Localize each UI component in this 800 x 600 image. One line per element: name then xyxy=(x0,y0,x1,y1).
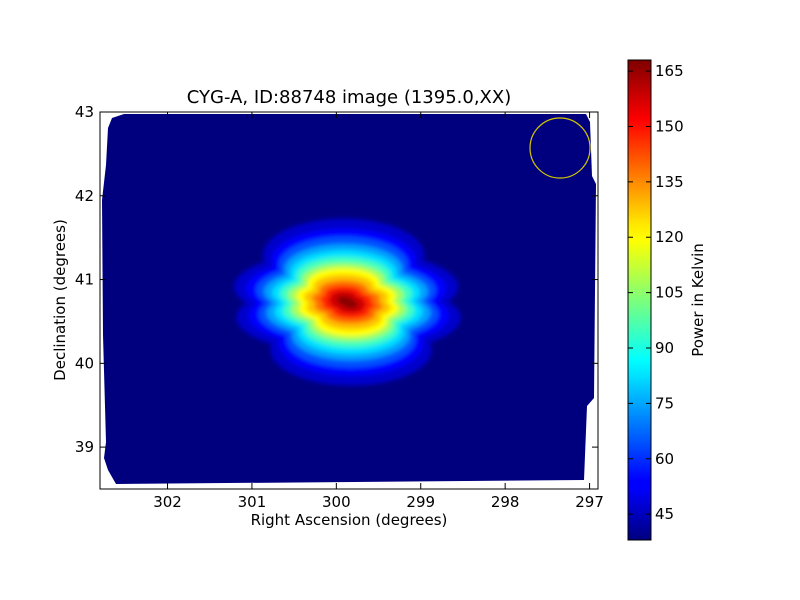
y-tick-label: 41 xyxy=(75,271,94,289)
x-axis-label: Right Ascension (degrees) xyxy=(251,511,448,529)
plot-frame xyxy=(99,111,599,490)
x-tick-label: 301 xyxy=(238,493,267,511)
colorbar-ticks: 45 60 75 90 105 120 135 150 165 xyxy=(628,62,684,523)
source-emission xyxy=(234,218,461,386)
colorbar-tick-label: 60 xyxy=(655,450,674,468)
beam-marker-circle xyxy=(529,117,591,179)
colorbar-label: Power in Kelvin xyxy=(689,243,707,357)
x-tick-label: 299 xyxy=(406,493,435,511)
y-tick-label: 39 xyxy=(75,438,94,456)
colorbar-tick-label: 150 xyxy=(655,117,684,135)
x-tick-label: 300 xyxy=(322,493,351,511)
colorbar-tick-label: 135 xyxy=(655,173,684,191)
colorbar-tick-label: 105 xyxy=(655,284,684,302)
chart-title: CYG-A, ID:88748 image (1395.0,XX) xyxy=(187,87,511,108)
x-tick-label: 297 xyxy=(575,493,604,511)
x-tick-label: 302 xyxy=(153,493,182,511)
emission-core xyxy=(339,297,355,307)
heatmap xyxy=(102,114,596,484)
y-tick-label: 40 xyxy=(75,354,94,372)
x-axis: 302 301 300 299 298 297 xyxy=(153,112,604,511)
colorbar-tick-label: 90 xyxy=(655,339,674,357)
colorbar xyxy=(628,60,651,540)
y-tick-label: 42 xyxy=(75,187,94,205)
x-tick-label: 298 xyxy=(491,493,520,511)
y-axis-label: Declination (degrees) xyxy=(51,219,69,381)
colorbar-tick-label: 45 xyxy=(655,505,674,523)
y-axis: 39 40 41 42 43 xyxy=(75,103,598,456)
colorbar-tick-label: 120 xyxy=(655,228,684,246)
colorbar-frame xyxy=(627,59,652,541)
colorbar-tick-label: 165 xyxy=(655,62,684,80)
y-tick-label: 43 xyxy=(75,103,94,121)
colorbar-tick-label: 75 xyxy=(655,394,674,412)
